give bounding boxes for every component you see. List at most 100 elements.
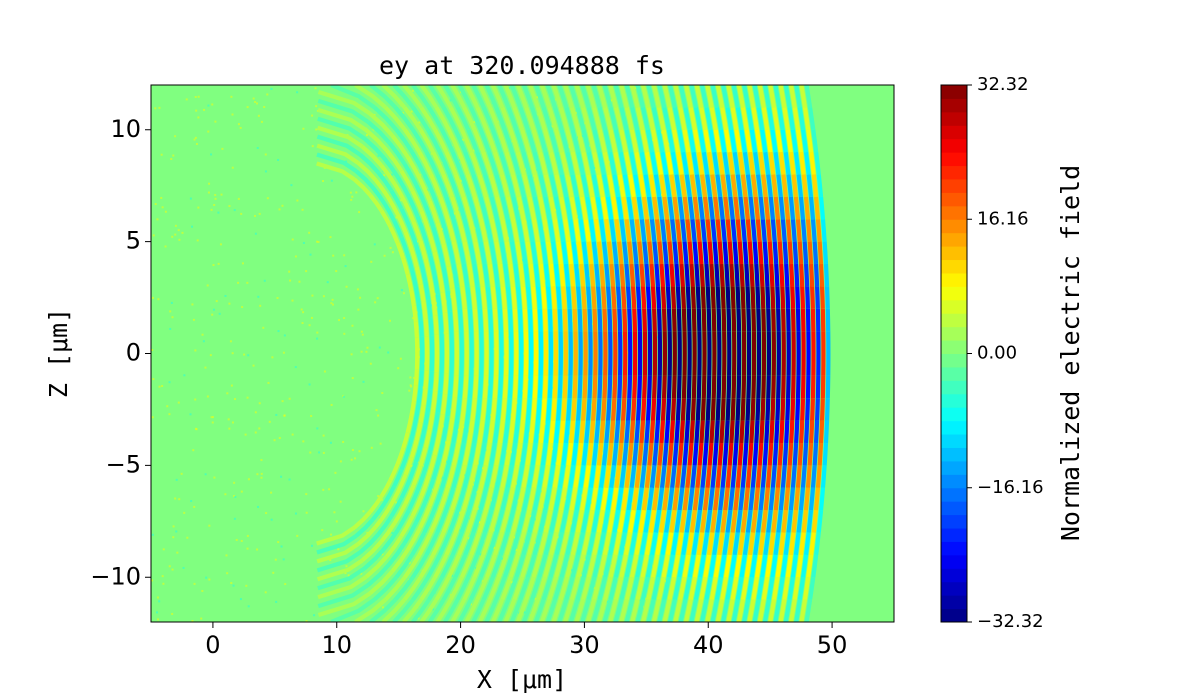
field-stripe [462,106,477,131]
field-stripe [714,420,720,444]
field-stripe [579,420,586,444]
noise-speckle [158,106,161,109]
field-stripe [674,263,680,287]
field-stripe [440,128,455,154]
noise-speckle [510,451,513,454]
noise-speckle [154,107,157,110]
noise-speckle [233,517,236,520]
field-stripe [775,286,781,309]
field-stripe [757,241,764,265]
noise-speckle [362,510,365,513]
field-stripe [574,196,583,220]
field-stripe [563,599,574,622]
field-stripe [507,375,514,399]
field-stripe [650,129,660,153]
field-stripe [594,420,601,444]
field-stripe [795,219,802,242]
noise-speckle [208,182,211,185]
field-stripe [672,106,682,131]
field-stripe [727,532,735,556]
field-stripe [664,509,672,533]
field-stripe [679,263,685,287]
field-stripe [714,263,720,287]
field-stripe [387,141,407,166]
field-stripe [565,151,575,175]
field-stripe [699,174,708,198]
field-stripe [551,85,563,109]
field-stripe [662,487,670,511]
field-stripe [553,487,562,511]
field-stripe [656,375,662,399]
field-stripe [386,491,400,511]
field-stripe [409,400,416,418]
field-stripe [699,263,705,287]
field-stripe [762,442,769,466]
field-stripe [444,196,456,220]
field-stripe [553,196,562,220]
field-stripe [448,576,464,601]
noise-speckle [194,349,197,352]
field-stripe [649,465,657,488]
field-stripe [432,487,445,511]
noise-speckle [644,597,647,600]
field-stripe [713,554,722,578]
colorbar-label: Normalized electric field [1056,165,1085,541]
field-stripe [376,514,394,536]
colorbar-step [941,98,967,113]
field-stripe [466,420,475,444]
field-stripe [586,576,597,601]
field-stripe [755,174,763,198]
field-stripe [788,85,797,108]
noise-speckle [313,614,316,617]
field-stripe [411,128,429,154]
noise-speckle [366,134,369,137]
field-stripe [576,129,586,153]
field-stripe [727,151,735,175]
field-stripe [492,375,499,399]
noise-speckle [213,203,216,206]
field-stripe [360,540,383,563]
field-stripe [448,106,464,131]
field-stripe [542,554,554,578]
field-stripe [790,219,797,242]
field-stripe [586,106,597,131]
field-stripe [520,241,528,265]
field-stripe [426,389,433,408]
noise-speckle [330,179,333,182]
field-stripe [720,174,728,198]
noise-speckle [247,478,250,481]
field-stripe [580,599,591,622]
field-stripe [569,106,581,131]
field-stripe [500,196,510,220]
field-stripe [745,219,752,242]
field-stripe [646,576,656,601]
field-stripe [759,420,765,444]
field-stripe [316,152,358,173]
field-stripe [817,442,824,466]
field-stripe [568,85,580,108]
field-stripe [678,599,688,622]
field-stripe [465,286,472,309]
field-stripe [696,375,702,399]
field-stripe [502,308,509,332]
field-stripe [768,599,777,622]
field-stripe [798,151,806,175]
field-stripe [475,531,487,556]
field-stripe [694,174,703,198]
field-stripe [467,241,477,265]
field-stripe [703,129,712,153]
noise-speckle [416,240,419,243]
field-stripe [697,442,704,466]
noise-speckle [461,138,464,141]
field-stripe [423,428,432,449]
field-stripe [811,174,819,198]
field-stripe [528,420,536,444]
field-stripe [797,576,806,600]
field-stripe [710,509,718,533]
field-stripe [725,107,734,131]
field-stripe [629,532,638,556]
field-stripe [407,489,420,511]
field-stripe [488,576,501,601]
field-stripe [669,509,677,533]
noise-speckle [256,146,259,149]
